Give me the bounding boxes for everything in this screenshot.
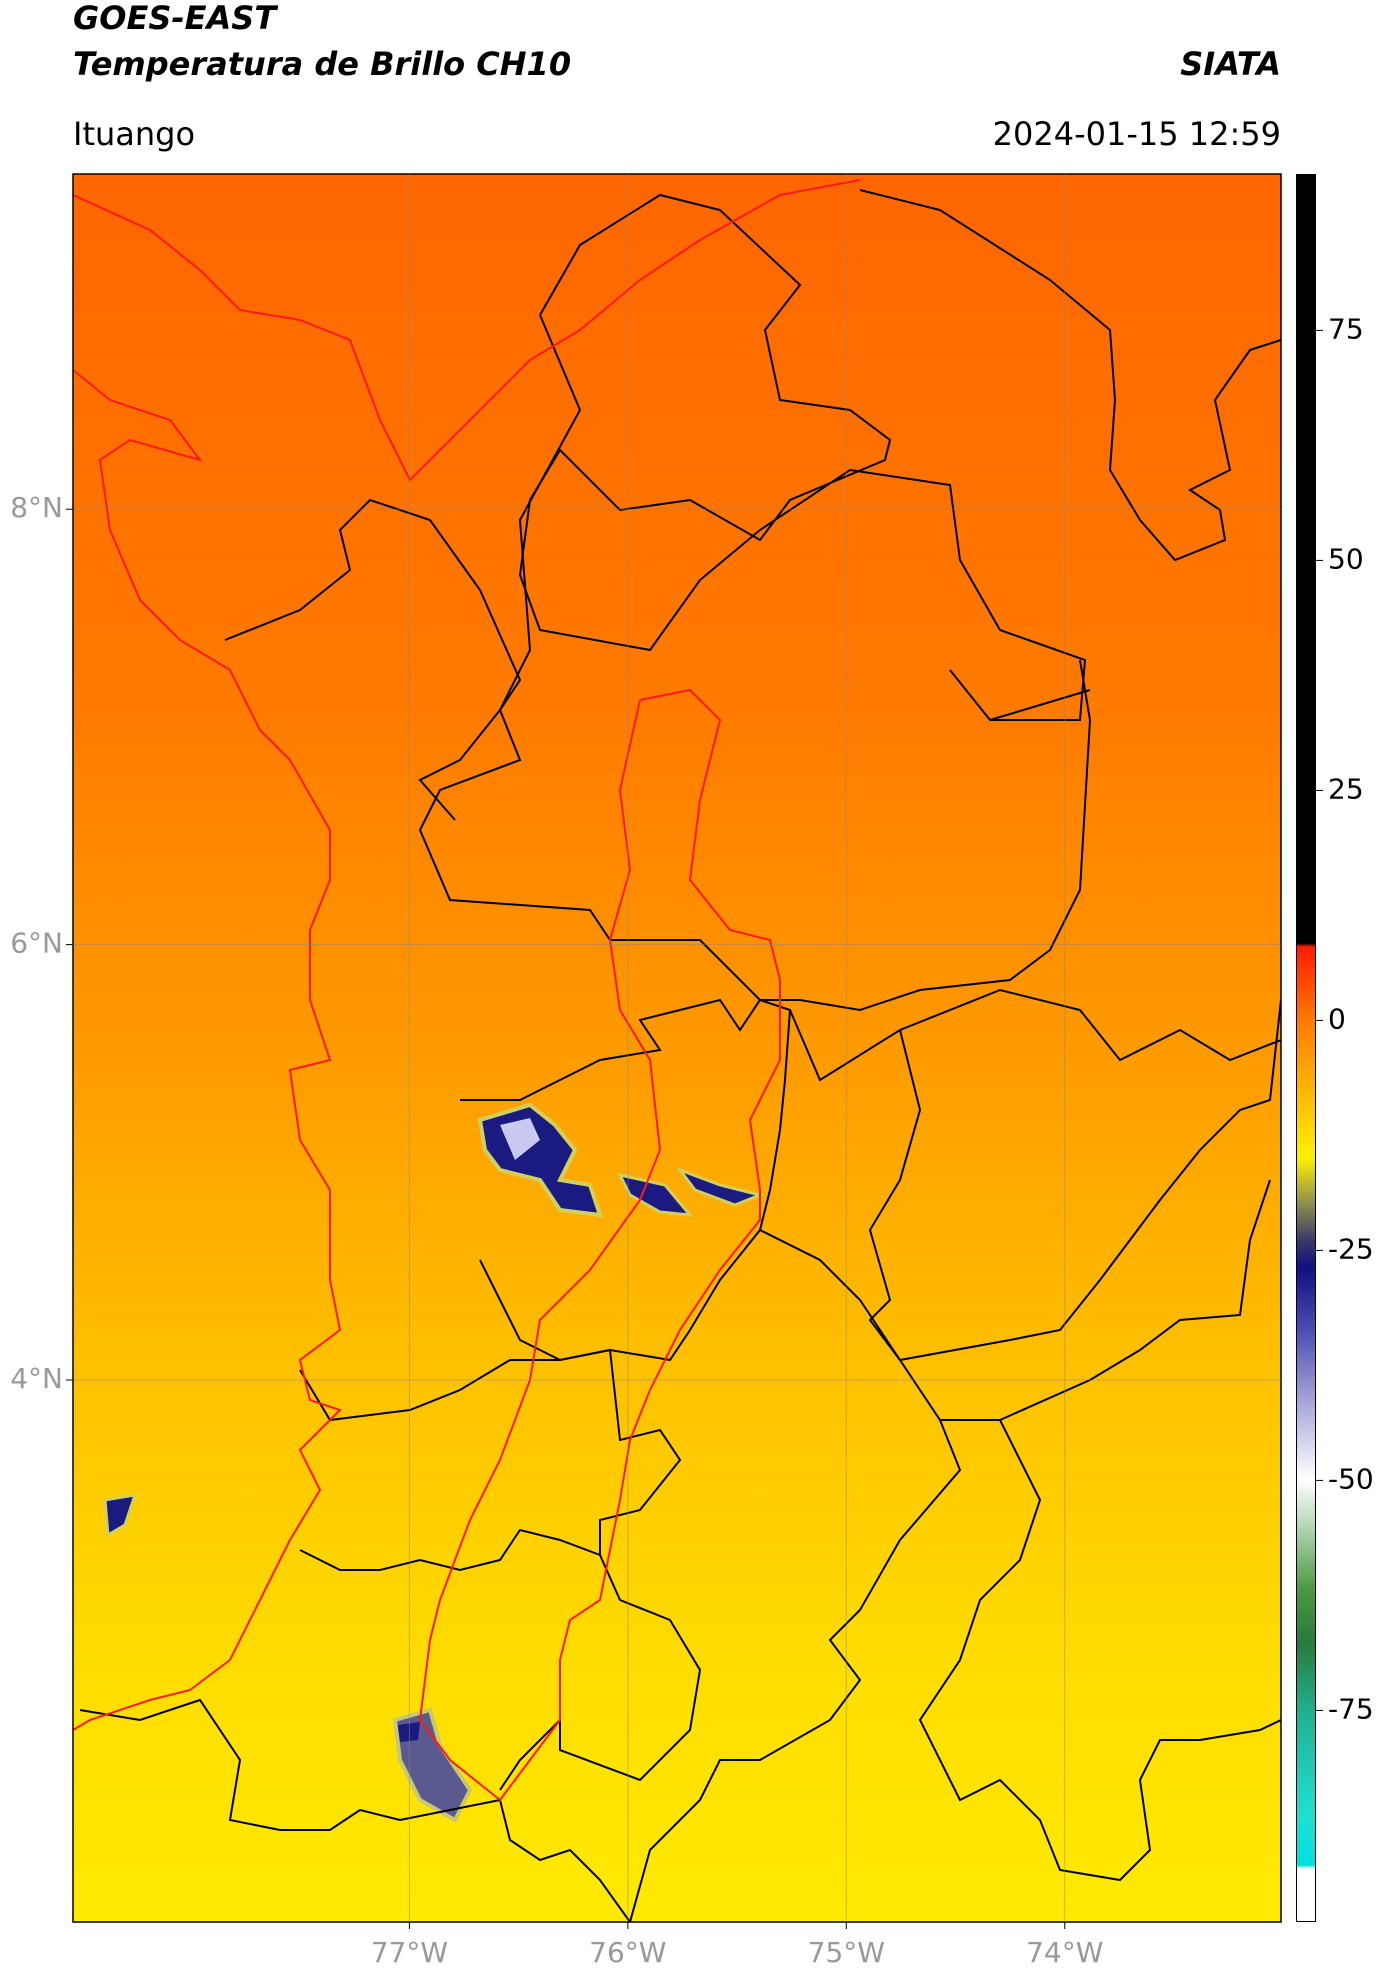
brand: SIATA (1180, 45, 1281, 83)
colorbar (1296, 174, 1316, 1922)
colorbar-tick-label: -50 (1328, 1462, 1374, 1495)
coast-and-basin (73, 179, 861, 1802)
x-tick-label: 75°W (808, 1936, 885, 1969)
colorbar-tick-label: 0 (1328, 1002, 1346, 1035)
title: GOES-EAST (73, 0, 278, 37)
x-tick-label: 76°W (589, 1936, 666, 1969)
colorbar-tick-label: -25 (1328, 1232, 1374, 1265)
y-tick-label: 8°N (10, 491, 63, 524)
colorbar-tick-label: 25 (1328, 772, 1364, 805)
borders (79, 189, 1281, 1922)
datetime: 2024-01-15 12:59 (993, 115, 1281, 153)
colorbar-tick-label: -75 (1328, 1692, 1374, 1725)
colorbar-tick-label: 50 (1328, 542, 1364, 575)
brightness-field (73, 174, 1281, 1922)
cloud-cells (103, 1102, 765, 1823)
location: Ituango (73, 115, 195, 153)
x-tick-label: 74°W (1026, 1936, 1103, 1969)
plot-frame (72, 173, 1282, 1923)
x-tick-label: 77°W (371, 1936, 448, 1969)
y-tick-label: 4°N (10, 1362, 63, 1395)
colorbar-tick-label: 75 (1328, 312, 1364, 345)
subtitle: Temperatura de Brillo CH10 (73, 45, 571, 83)
y-tick-label: 6°N (10, 927, 63, 960)
map-image (73, 174, 1281, 1922)
